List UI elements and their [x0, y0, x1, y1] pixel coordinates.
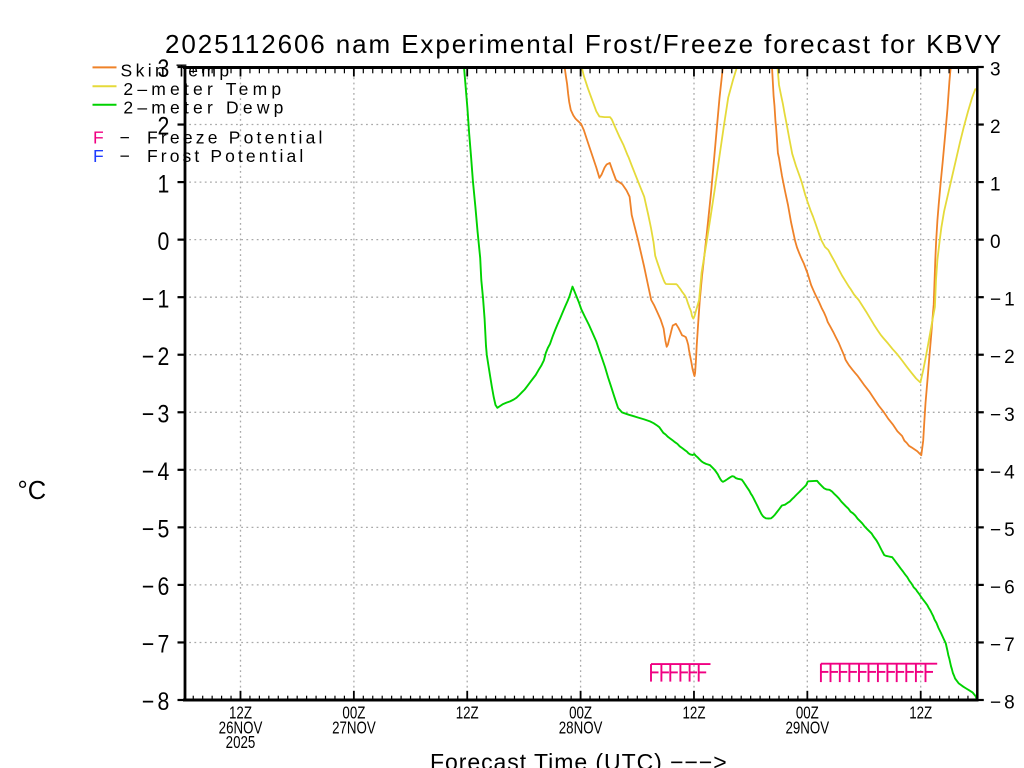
svg-text:−: − [142, 515, 154, 543]
svg-text:−7: −7 [990, 635, 1018, 656]
svg-text:2–meter Dewp: 2–meter Dewp [123, 98, 287, 118]
svg-text:2025: 2025 [226, 733, 256, 752]
svg-text:−3: −3 [990, 405, 1018, 426]
svg-text:Forecast Time (UTC) −−−>: Forecast Time (UTC) −−−> [430, 749, 728, 768]
svg-text:1: 1 [990, 175, 1004, 196]
svg-text:12Z: 12Z [909, 704, 932, 723]
svg-text:12Z: 12Z [456, 704, 479, 723]
svg-text:26NOV: 26NOV [219, 719, 263, 738]
svg-text:8: 8 [157, 688, 169, 716]
svg-text:2–meter Temp: 2–meter Temp [123, 79, 285, 99]
svg-text:Freeze Potential: Freeze Potential [147, 127, 326, 147]
svg-text:2025112606 nam Experimental Fr: 2025112606 nam Experimental Frost/Freeze… [165, 29, 1003, 59]
svg-text:−: − [142, 400, 154, 428]
svg-text:−6: −6 [990, 577, 1018, 598]
svg-text:28NOV: 28NOV [559, 719, 603, 738]
svg-text:3: 3 [157, 55, 169, 83]
svg-text:2: 2 [990, 117, 1004, 138]
svg-text:−: − [120, 127, 130, 147]
svg-text:2: 2 [157, 112, 169, 140]
svg-text:−: − [142, 630, 154, 658]
svg-text:−4: −4 [990, 462, 1018, 483]
svg-text:3: 3 [157, 400, 169, 428]
svg-text:7: 7 [157, 630, 169, 658]
svg-text:5: 5 [157, 515, 169, 543]
svg-text:00Z: 00Z [569, 704, 592, 723]
svg-text:F: F [93, 146, 104, 166]
svg-text:F: F [93, 127, 104, 147]
svg-text:1: 1 [157, 170, 169, 198]
svg-text:0: 0 [157, 227, 169, 255]
svg-text:00Z: 00Z [796, 704, 819, 723]
svg-text:00Z: 00Z [342, 704, 365, 723]
svg-text:−: − [142, 457, 154, 485]
svg-text:4: 4 [157, 457, 169, 485]
svg-text:°C: °C [18, 477, 47, 505]
svg-text:−: − [142, 572, 154, 600]
svg-text:−: − [142, 285, 154, 313]
svg-text:0: 0 [990, 232, 1004, 253]
svg-text:−1: −1 [990, 290, 1018, 311]
svg-text:−5: −5 [990, 520, 1018, 541]
svg-text:−2: −2 [990, 347, 1018, 368]
svg-text:−: − [142, 688, 154, 716]
svg-text:−8: −8 [990, 692, 1018, 713]
svg-text:6: 6 [157, 572, 169, 600]
svg-text:3: 3 [990, 60, 1004, 81]
svg-text:−: − [142, 342, 154, 370]
svg-text:12Z: 12Z [229, 704, 252, 723]
svg-text:−: − [120, 146, 130, 166]
svg-text:2: 2 [157, 342, 169, 370]
svg-text:Skin Temp: Skin Temp [121, 60, 233, 80]
svg-text:Frost Potential: Frost Potential [147, 146, 306, 166]
svg-text:29NOV: 29NOV [785, 719, 829, 738]
svg-text:12Z: 12Z [683, 704, 706, 723]
svg-text:1: 1 [157, 285, 169, 313]
svg-text:27NOV: 27NOV [332, 719, 376, 738]
